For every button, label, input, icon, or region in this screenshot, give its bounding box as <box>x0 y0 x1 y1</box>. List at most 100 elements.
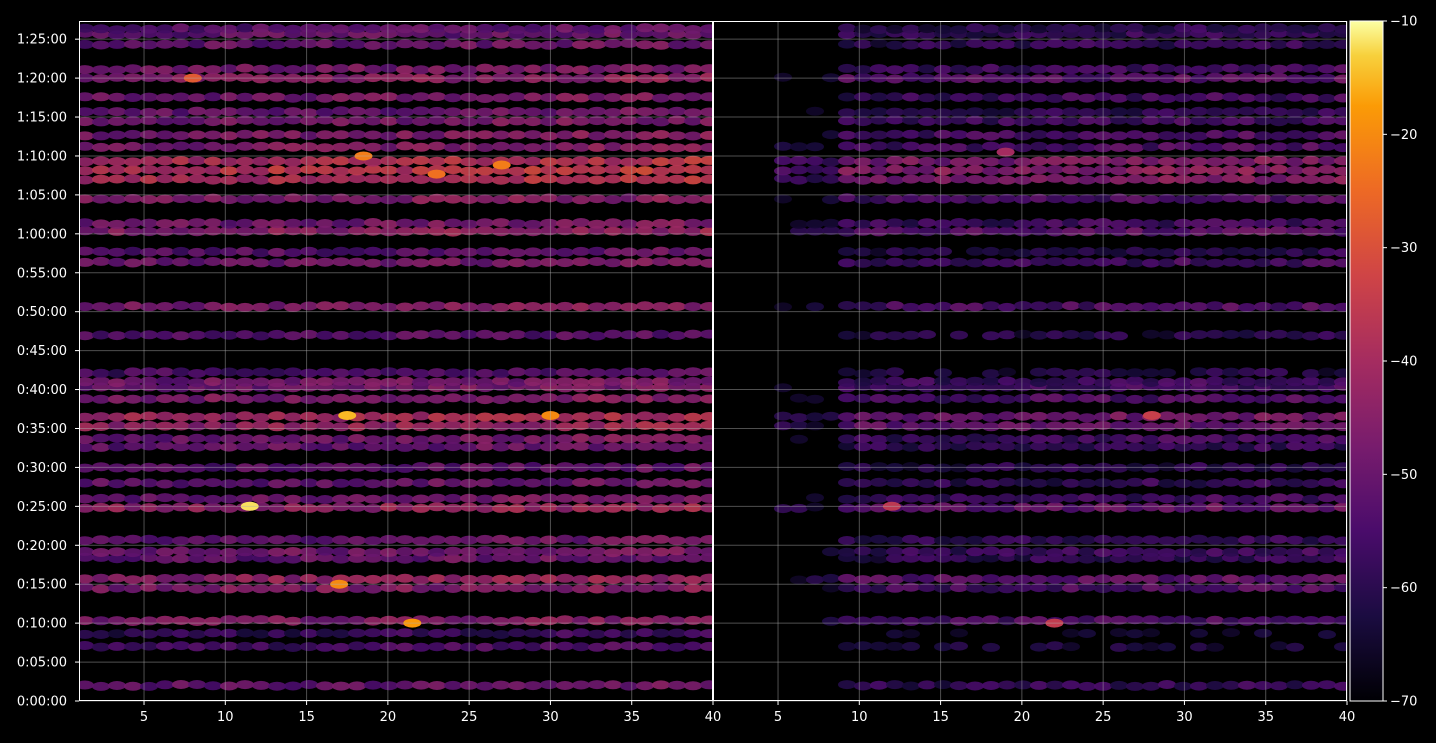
heat-cell <box>1222 73 1240 83</box>
heat-cell <box>838 141 856 151</box>
heat-cell <box>508 616 526 626</box>
heat-cell <box>108 107 126 117</box>
heat-cell <box>966 463 984 473</box>
heat-cell <box>854 393 872 403</box>
heat-cell <box>620 412 638 422</box>
heat-cell <box>1078 143 1096 152</box>
heat-cell <box>284 226 302 236</box>
heat-cell <box>140 411 158 421</box>
heat-cell <box>316 479 334 489</box>
heat-cell <box>1318 573 1336 583</box>
heat-cell <box>806 502 824 512</box>
heat-cell <box>870 680 888 690</box>
heat-cell <box>1334 330 1347 340</box>
heat-cell <box>1190 116 1208 126</box>
heat-cell <box>268 258 286 268</box>
heat-cell <box>934 547 952 557</box>
heat-cell <box>1270 72 1288 82</box>
heat-cell <box>700 680 713 690</box>
heat-cell <box>1078 575 1096 585</box>
heat-cell <box>934 493 952 503</box>
heat-cell <box>1078 478 1096 488</box>
heat-cell <box>508 301 526 311</box>
heat-cell <box>1190 330 1208 340</box>
heat-cell <box>1302 494 1320 504</box>
heat-cell <box>540 257 558 267</box>
heat-cell <box>460 535 478 545</box>
heat-cell <box>886 115 904 125</box>
heat-cell <box>556 166 574 176</box>
heat-cell <box>220 166 238 176</box>
heat-cell <box>1046 74 1064 84</box>
heat-cell <box>92 535 110 545</box>
heat-cell <box>790 503 808 513</box>
heat-cell <box>604 494 622 504</box>
heat-cell <box>918 194 936 204</box>
heat-cell <box>79 117 94 127</box>
heat-cell <box>460 433 478 443</box>
heat-cell <box>870 107 888 117</box>
heat-cell <box>982 369 1000 379</box>
heat-cell <box>300 615 318 625</box>
heat-cell <box>1142 463 1160 473</box>
heat-cell <box>508 130 526 140</box>
heat-cell <box>870 376 888 386</box>
heat-cell <box>1254 494 1272 504</box>
heat-cell <box>460 166 478 176</box>
heat-cell <box>1062 680 1080 690</box>
heat-cell <box>188 573 206 583</box>
heat-cell <box>396 535 414 545</box>
heat-cell <box>652 504 670 513</box>
heat-cell <box>1286 63 1304 73</box>
heat-cell <box>1190 74 1208 84</box>
heat-cell <box>476 174 494 184</box>
heat-cell <box>1158 74 1176 84</box>
heat-cell <box>284 478 302 488</box>
heat-cell <box>1254 258 1272 268</box>
heat-cell <box>572 174 590 184</box>
heat-cell <box>1334 479 1347 489</box>
heat-cell <box>492 141 510 151</box>
heat-cell <box>604 247 622 257</box>
heat-cell <box>460 442 478 452</box>
heat-cell <box>684 143 702 153</box>
heat-cell <box>1158 462 1176 472</box>
heat-cell <box>492 247 510 257</box>
heat-cell <box>172 194 190 204</box>
heat-cell <box>902 115 920 125</box>
heat-cell <box>396 421 414 431</box>
heat-cell <box>1078 547 1096 557</box>
heat-cell <box>1334 462 1347 472</box>
heat-cell <box>1302 131 1320 140</box>
heat-cell <box>1286 165 1304 175</box>
heat-cell <box>124 534 142 544</box>
heat-cell <box>902 641 920 651</box>
heat-cell <box>1142 24 1160 34</box>
heat-cell <box>124 502 142 512</box>
heat-cell <box>556 157 574 167</box>
heat-cell <box>188 116 206 126</box>
heat-cell <box>572 584 590 594</box>
heat-cell <box>1302 166 1320 176</box>
heat-cell <box>220 628 238 638</box>
heat-cell <box>396 107 414 117</box>
heat-cell <box>524 461 542 471</box>
heat-cell <box>700 629 713 639</box>
heat-cell <box>156 174 174 184</box>
heat-cell <box>588 629 606 639</box>
heat-cell <box>220 641 238 651</box>
heat-cell <box>838 536 856 545</box>
heat-cell <box>284 73 302 83</box>
heat-cell <box>1206 329 1224 339</box>
heat-cell <box>1238 142 1256 152</box>
heat-cell <box>460 478 478 488</box>
heat-cell <box>620 38 638 48</box>
heat-cell <box>540 247 558 257</box>
heat-cell <box>1078 493 1096 503</box>
heat-cell <box>204 478 222 488</box>
heat-cell <box>572 257 590 267</box>
heat-cell <box>540 218 558 228</box>
heat-cell <box>156 142 174 152</box>
heat-cell <box>252 548 270 558</box>
heat-cell <box>380 302 398 312</box>
